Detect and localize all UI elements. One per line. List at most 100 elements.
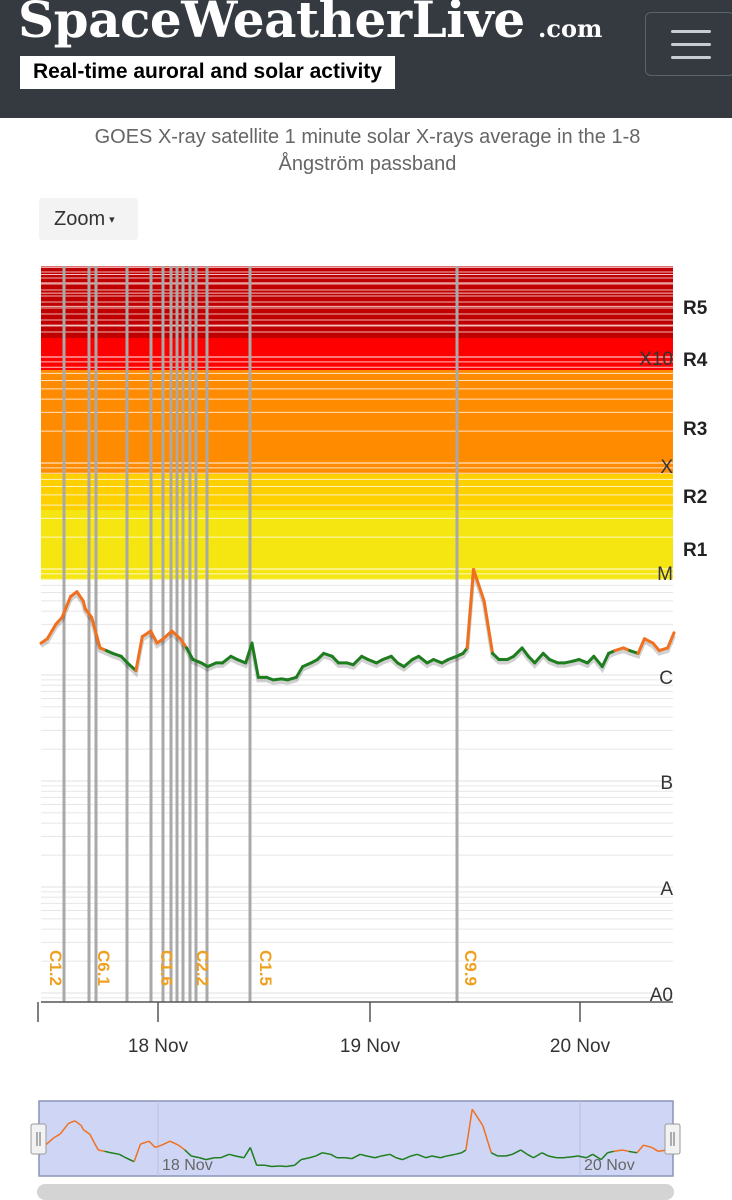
r-label-r1: R1 [683, 540, 708, 561]
navigator-flux-segment [205, 1157, 215, 1161]
hamburger-menu-icon-bar [671, 56, 711, 59]
navigator-flux-segment [471, 1108, 484, 1126]
navigator-flux-segment [440, 1155, 448, 1159]
flux-segment [592, 654, 604, 669]
navigator-flux-segment [526, 1153, 534, 1159]
flux-segment [482, 599, 495, 655]
navigator-flux-segment [191, 1155, 200, 1159]
flux-segment [191, 658, 203, 665]
navigator-flux-segment [53, 1133, 61, 1139]
class-label-c: C [659, 668, 673, 689]
r-band-2 [41, 474, 673, 510]
flux-segment [642, 637, 655, 645]
flux-segment [636, 637, 646, 655]
navigator-tick-label: 18 Nov [162, 1157, 213, 1174]
navigator-flux-segment [628, 1150, 638, 1154]
navigator-flux-segment [592, 1153, 602, 1161]
navigator-flux-segment [482, 1125, 492, 1153]
flux-segment [446, 654, 459, 662]
flux-segment [119, 654, 130, 665]
navigator-flux-segment [613, 1149, 623, 1153]
navigator-tick-label: 20 Nov [584, 1157, 635, 1174]
navigator-flux-segment [220, 1153, 230, 1159]
flux-segment [526, 654, 537, 665]
hamburger-menu-button[interactable] [645, 12, 732, 76]
flux-segment [60, 595, 73, 619]
chart-subtitle-line1: GOES X-ray satellite 1 minute solar X-ra… [94, 126, 641, 148]
navigator-left-handle[interactable] [30, 1123, 47, 1155]
zoom-dropdown-button[interactable]: Zoom ▾ [39, 198, 138, 240]
flux-segment [83, 607, 94, 619]
flux-segment [244, 641, 254, 665]
time-range-navigator[interactable]: 18 Nov 20 Nov [30, 1100, 681, 1177]
x-tick-label: 18 Nov [128, 1036, 189, 1057]
flux-segment [366, 658, 378, 665]
navigator-flux-segment [110, 1152, 120, 1156]
navigator-flux-segment [417, 1153, 427, 1159]
navigator-flux-segment [643, 1144, 653, 1149]
navigator-flux-segment [235, 1155, 245, 1159]
flare-label: C1.5 [256, 950, 275, 986]
flare-class-labels: X10 X M C B A A0 [639, 349, 673, 1006]
navigator-flux-segment [161, 1140, 171, 1146]
navigator-flux-segment [351, 1153, 361, 1160]
flux-segment [126, 661, 138, 673]
navigator-scrollbar[interactable] [37, 1184, 674, 1200]
r-band-4 [41, 338, 673, 370]
flare-label: C9.9 [461, 950, 480, 986]
flux-segment [351, 654, 364, 667]
xray-flux-series [39, 567, 676, 685]
flux-segment [45, 622, 58, 641]
navigator-flux-segment [571, 1155, 579, 1158]
navigator-flux-segment [548, 1155, 557, 1159]
site-logo-suffix[interactable]: .com [538, 14, 603, 43]
class-label-m: M [657, 564, 673, 585]
flux-segment [472, 567, 486, 603]
navigator-flux-segment [512, 1149, 522, 1155]
site-tagline: Real-time auroral and solar activity [20, 56, 395, 89]
r-band-1 [41, 510, 673, 580]
r-scale-bands [41, 266, 673, 580]
flux-segment [75, 590, 85, 603]
navigator-flux-segment [300, 1157, 310, 1161]
flux-segment [206, 661, 218, 669]
flux-segment [178, 637, 189, 650]
class-label-x10: X10 [639, 349, 673, 370]
flare-label: C6.1 [94, 950, 113, 986]
flux-segment [330, 654, 341, 665]
chart-subtitle-line2: Ångström passband [278, 153, 457, 175]
flux-segment [250, 641, 260, 679]
navigator-flux-segment [607, 1150, 614, 1154]
r-scale-labels: R5 R4 R3 R2 R1 [683, 298, 708, 561]
flux-segment [520, 646, 530, 658]
dropdown-caret-icon: ▾ [109, 214, 115, 226]
hamburger-menu-icon [671, 30, 711, 33]
navigator-flux-segment [243, 1147, 251, 1159]
navigator-right-handle[interactable] [664, 1123, 681, 1155]
navigator-flux-segment [178, 1144, 186, 1151]
flux-segment [512, 646, 524, 658]
navigator-flux-segment [315, 1152, 323, 1157]
flux-segment [149, 629, 159, 645]
flux-segment [90, 615, 102, 650]
flux-segment [666, 631, 676, 650]
site-logo[interactable]: SpaceWeatherLive [18, 0, 525, 49]
flux-segment [577, 658, 589, 665]
navigator-flux-segment [374, 1155, 382, 1159]
navigator-flux-segment [309, 1155, 317, 1159]
class-label-a: A [660, 879, 673, 900]
flux-segment [417, 654, 429, 665]
navigator-flux-segment [68, 1120, 76, 1124]
flux-segment [431, 658, 444, 665]
flare-label: C1.2 [46, 950, 65, 986]
navigator-flux-segment [345, 1156, 352, 1160]
navigator-flux-segment [600, 1152, 609, 1161]
navigator-flux-segment [389, 1153, 397, 1159]
navigator-flux-segment [154, 1144, 162, 1149]
navigator-flux-segment [125, 1157, 135, 1163]
r-label-r2: R2 [683, 487, 707, 508]
navigator-flux-segment [563, 1156, 572, 1159]
chart-subtitle: GOES X-ray satellite 1 minute solar X-ra… [60, 124, 675, 178]
navigator-flux-segment [59, 1122, 70, 1135]
